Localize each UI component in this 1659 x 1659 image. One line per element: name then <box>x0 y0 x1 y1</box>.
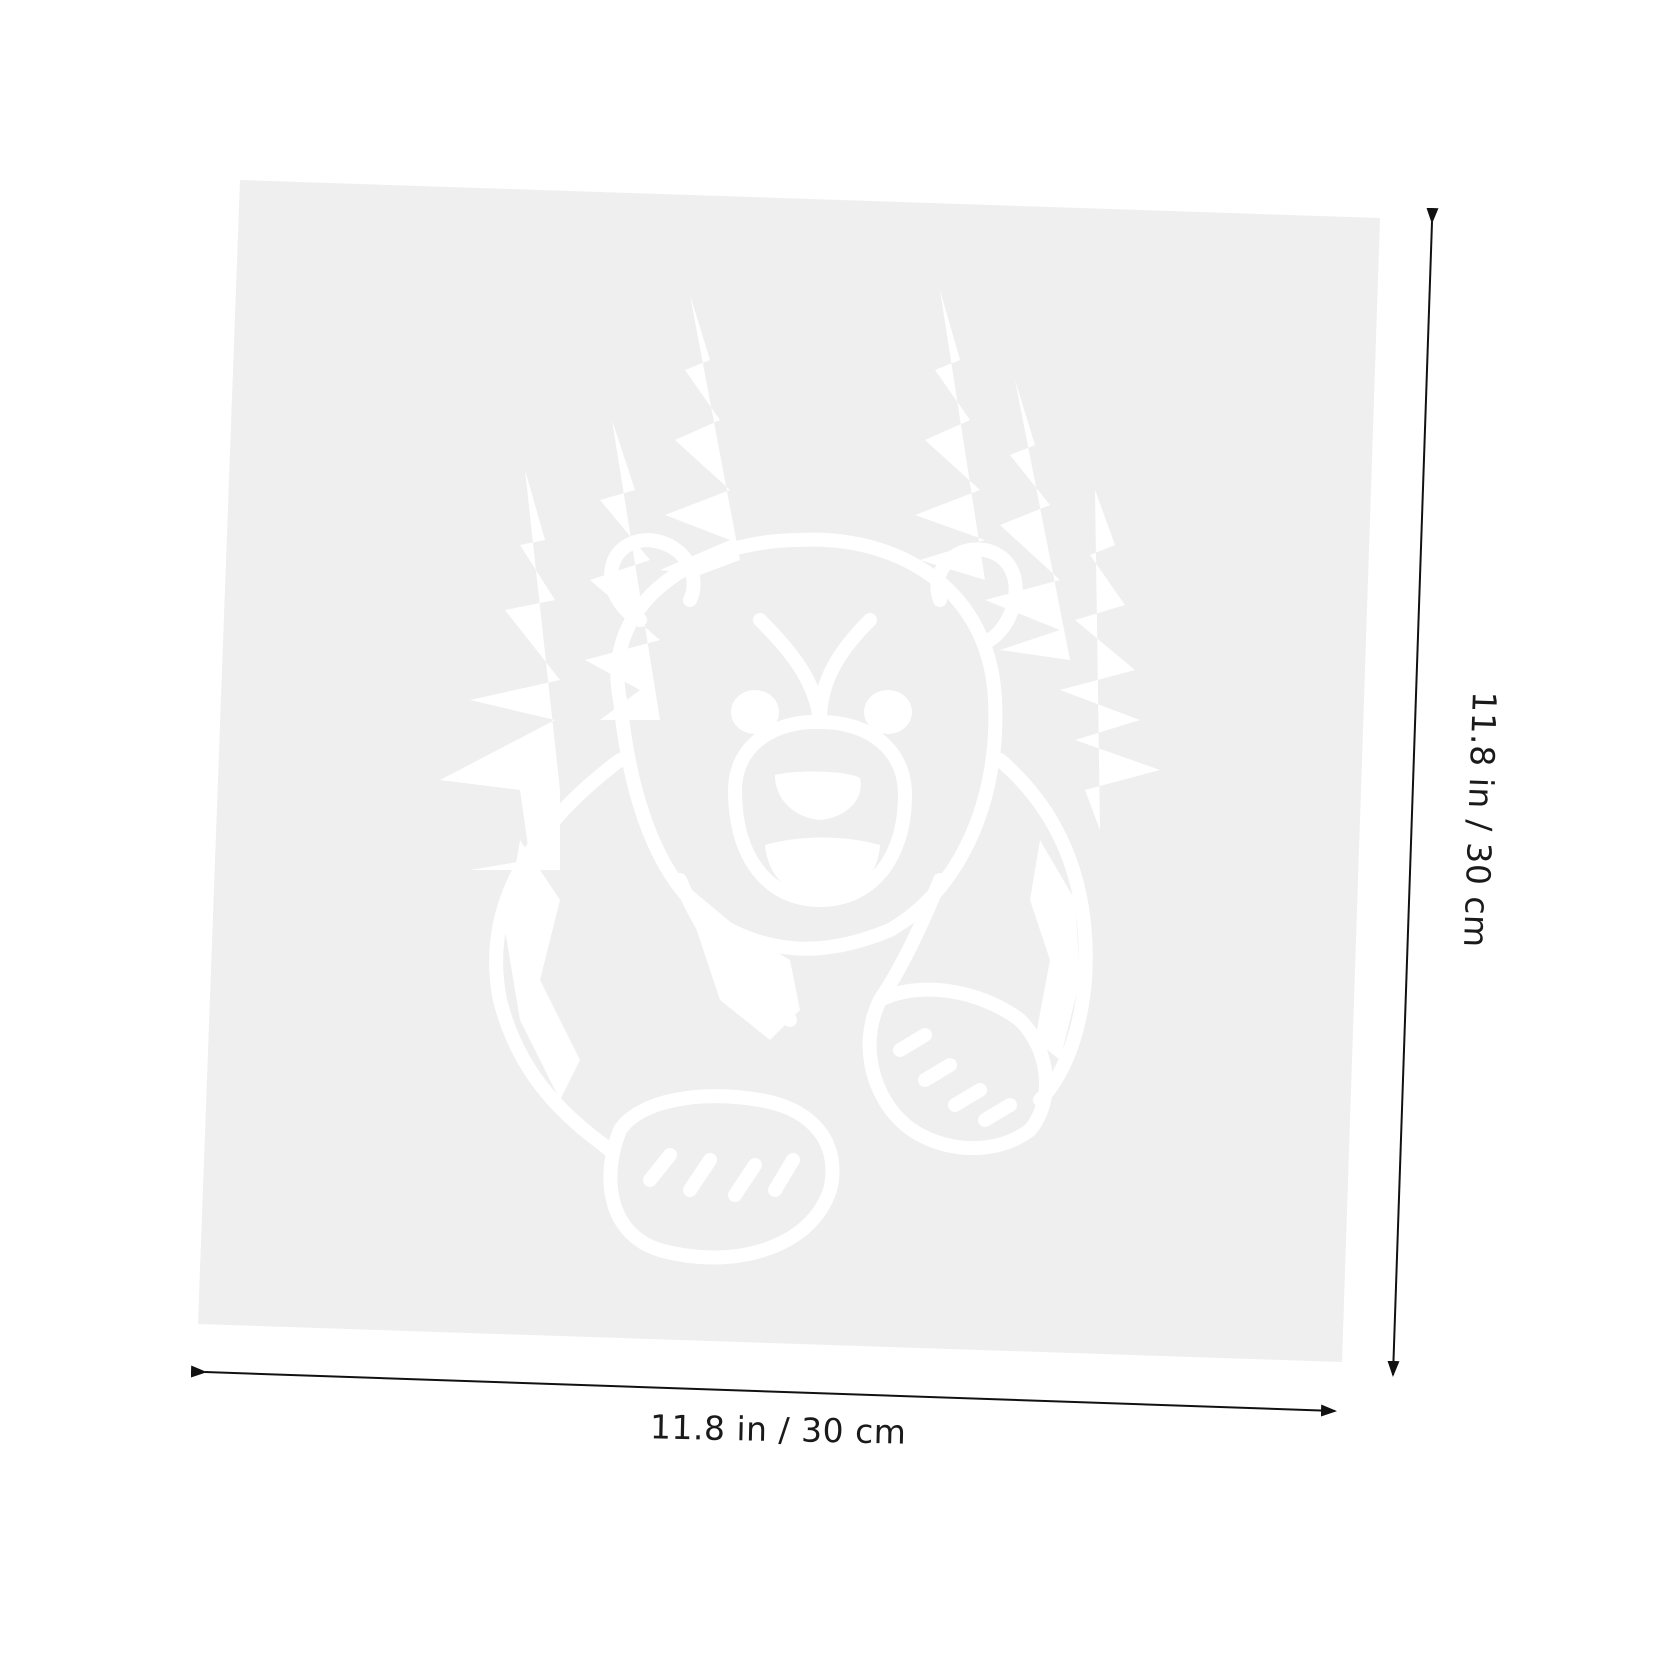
width-dimension-arrow <box>190 1365 1337 1417</box>
width-label: 11.8 in / 30 cm <box>649 1407 907 1452</box>
bear-paw-left <box>603 1089 840 1265</box>
stencil-sheet <box>198 180 1380 1362</box>
bear-eye-left <box>731 690 779 734</box>
bear-ear-right <box>930 542 1023 647</box>
height-dimension-arrow <box>1387 207 1439 1377</box>
bear-eye-right <box>864 690 912 734</box>
bear-paw-right <box>862 982 1053 1156</box>
pine-trees <box>440 290 1160 870</box>
bear-forest-artwork <box>440 290 1160 1265</box>
bear-nose <box>775 771 861 820</box>
bear-mouth <box>765 837 880 900</box>
bear-body <box>489 753 627 1157</box>
bear-muzzle <box>728 714 912 907</box>
bear-ear-left <box>604 533 701 627</box>
